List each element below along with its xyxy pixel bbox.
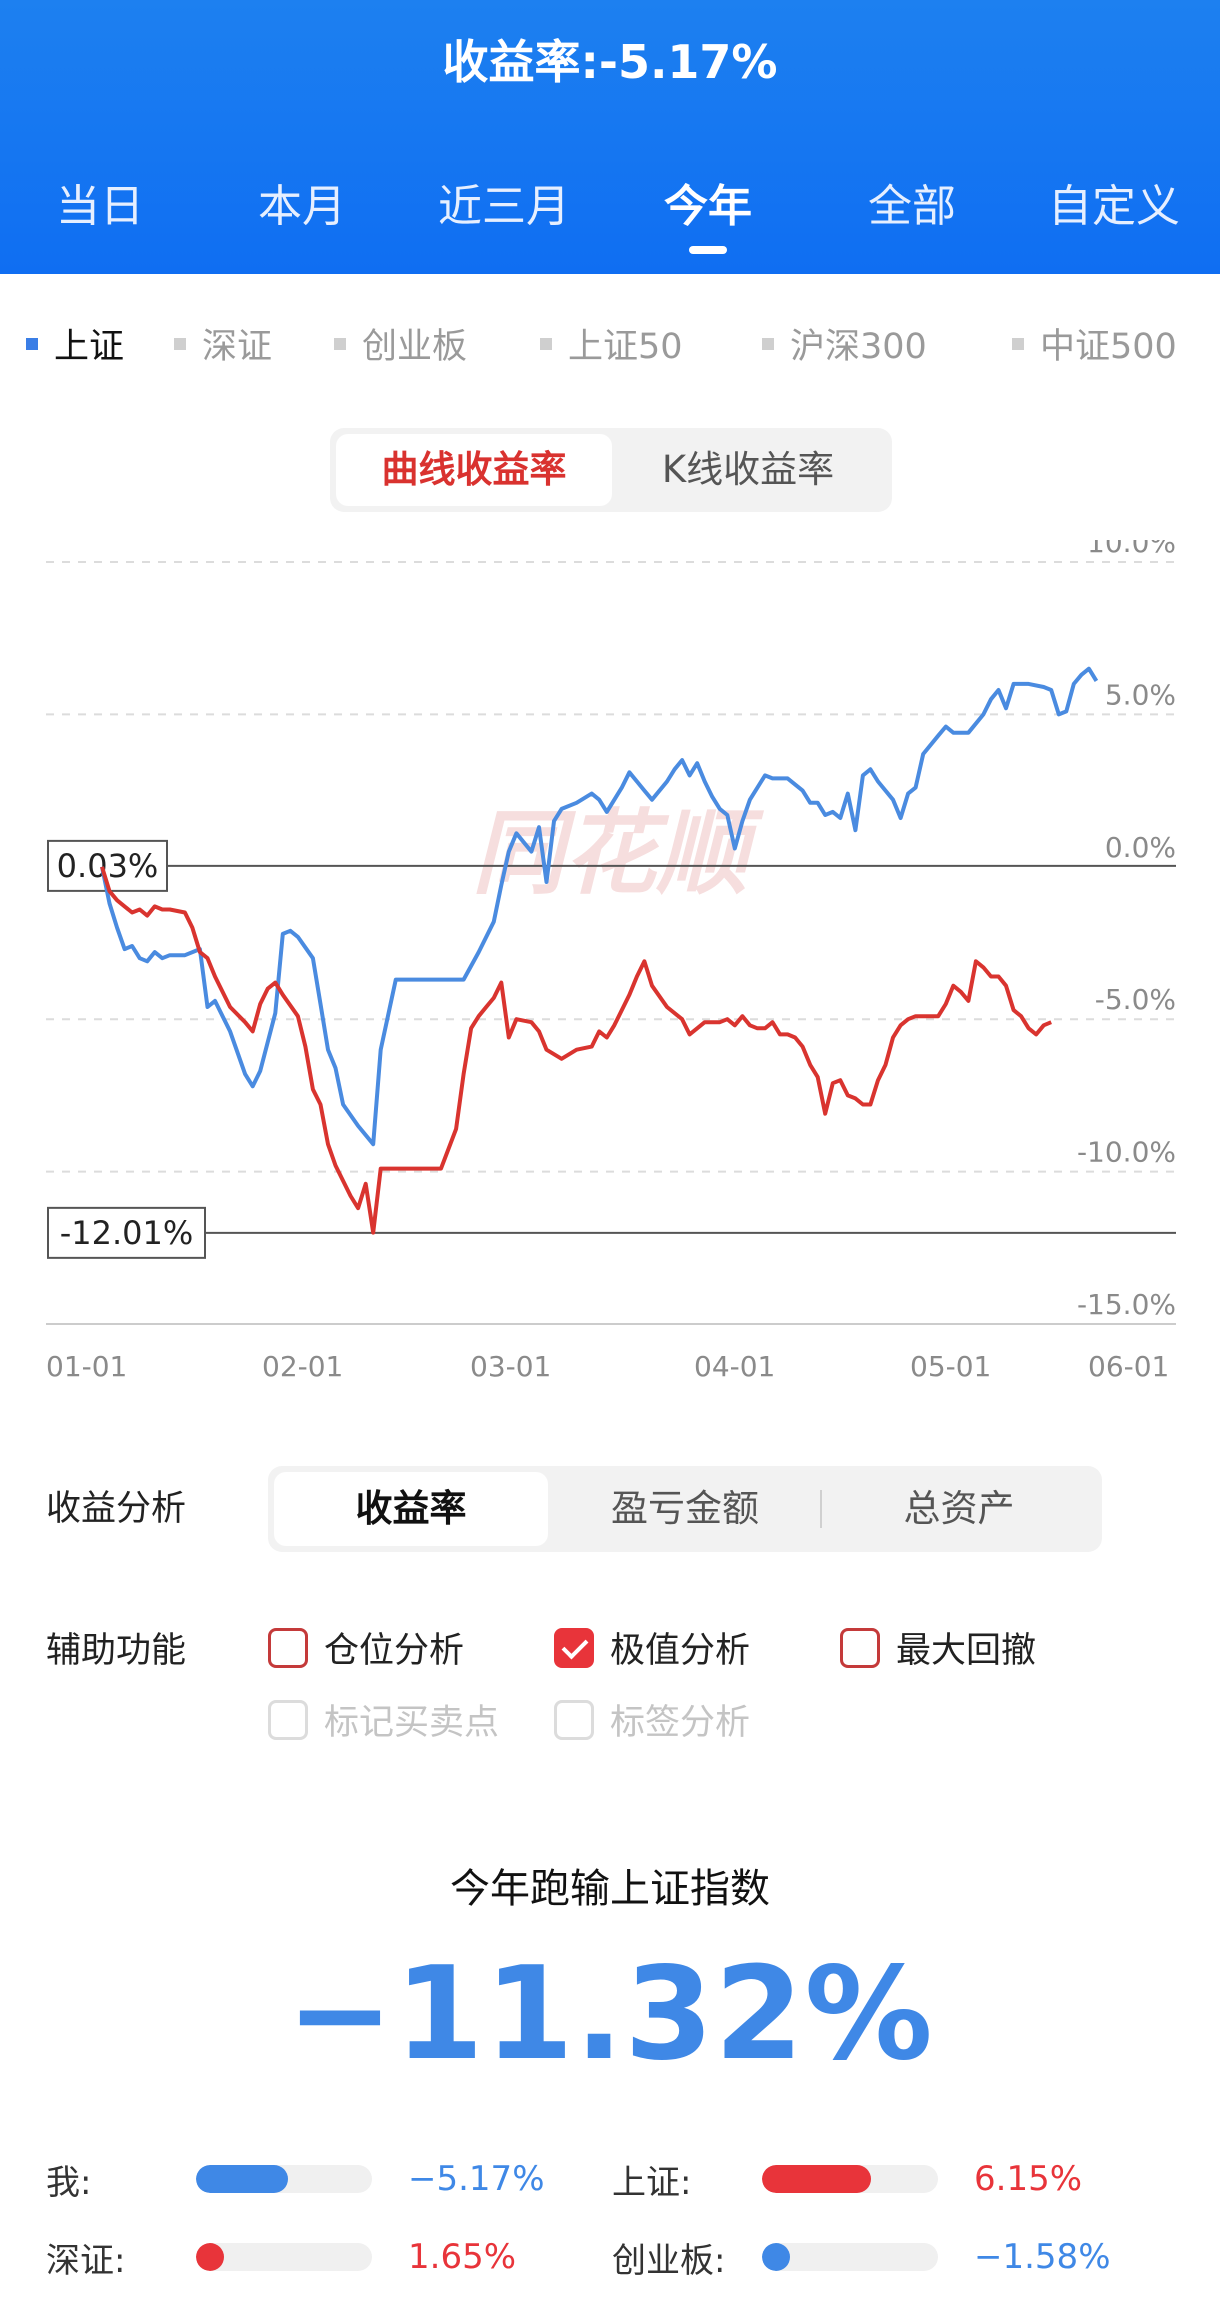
- return-chart[interactable]: 同花顺 10.0% 5.0% 0.0% -5.0% -10.0% -15.0% 01-01 02…: [0, 540, 1220, 1400]
- index-tab-label: 创业板: [362, 327, 468, 367]
- checkbox-icon: [840, 1627, 880, 1668]
- analysis-label: 收益分析: [46, 1489, 187, 1529]
- compare-bar: [196, 2165, 372, 2193]
- compare-bar-fill: [762, 2165, 872, 2193]
- checkbox-label: 标记买卖点: [324, 1703, 500, 1743]
- tab-three-months[interactable]: 近三月: [438, 181, 570, 232]
- segment-divider: [820, 1490, 822, 1528]
- checkbox-icon: [268, 1627, 308, 1668]
- y-tick-label: -10.0%: [1077, 1136, 1176, 1169]
- index-tab-zz500[interactable]: 中证500: [1012, 318, 1177, 369]
- compare-row-me: 我: −5.17%: [46, 2154, 545, 2204]
- compare-bar-fill: [196, 2165, 288, 2193]
- analysis-option-assets[interactable]: 总资产: [903, 1487, 1015, 1530]
- compare-bar-fill: [196, 2243, 225, 2271]
- x-tick-label: 03-01: [470, 1350, 551, 1383]
- index-tab-hs300[interactable]: 沪深300: [762, 318, 927, 369]
- compare-value: −5.17%: [408, 2159, 545, 2199]
- checkbox-label: 标签分析: [610, 1703, 751, 1743]
- compare-row-sh: 上证: 6.15%: [612, 2154, 1082, 2204]
- compare-row-cyb: 创业板: −1.58%: [612, 2232, 1111, 2282]
- x-tick-label: 05-01: [910, 1350, 991, 1383]
- index-tab-label: 沪深300: [790, 327, 927, 367]
- legend-dot-icon: [762, 337, 774, 350]
- index-tabs: 上证 深证 创业板 上证50 沪深300 中证500: [0, 318, 1220, 368]
- mark-trades-checkbox: 标记买卖点: [268, 1694, 499, 1745]
- index-tab-cyb[interactable]: 创业板: [334, 318, 467, 369]
- extreme-analysis-checkbox[interactable]: 极值分析: [554, 1622, 750, 1673]
- active-tab-indicator: [689, 246, 727, 254]
- relative-return-value: −11.32%: [286, 1940, 934, 2089]
- tag-analysis-checkbox: 标签分析: [554, 1694, 750, 1745]
- checkbox-label: 仓位分析: [324, 1631, 465, 1671]
- position-analysis-checkbox[interactable]: 仓位分析: [268, 1622, 464, 1673]
- extreme-label: -12.01%: [60, 1214, 194, 1252]
- index-tab-label: 中证500: [1040, 327, 1177, 367]
- header: 收益率:-5.17% 当日 本月 近三月 今年 全部 自定义: [0, 0, 1220, 274]
- checkbox-label: 极值分析: [610, 1631, 751, 1671]
- x-tick-label: 04-01: [694, 1350, 775, 1383]
- legend-dot-icon: [26, 337, 38, 350]
- aux-label: 辅助功能: [46, 1631, 187, 1671]
- compare-row-sz: 深证: 1.65%: [46, 2232, 516, 2282]
- compare-bar-fill: [762, 2243, 791, 2271]
- series-line-1: [100, 866, 1052, 1235]
- x-tick-label: 01-01: [46, 1350, 127, 1383]
- tab-custom[interactable]: 自定义: [1048, 181, 1180, 232]
- index-tab-label: 深证: [202, 327, 273, 367]
- compare-bar: [762, 2165, 938, 2193]
- chart-mode-toggle: 曲线收益率 K线收益率: [330, 428, 892, 512]
- compare-value: 1.65%: [408, 2237, 517, 2277]
- analysis-option-return[interactable]: 收益率: [274, 1472, 548, 1546]
- legend-dot-icon: [540, 337, 552, 350]
- analysis-segmented: 收益率 盈亏金额 总资产: [268, 1466, 1102, 1552]
- index-tab-label: 上证50: [568, 327, 683, 367]
- y-tick-label: -5.0%: [1095, 983, 1176, 1016]
- compare-bar: [196, 2243, 372, 2271]
- extreme-label-box: [47, 1206, 206, 1259]
- y-tick-label: 0.0%: [1105, 831, 1176, 864]
- y-tick-label: 5.0%: [1105, 678, 1176, 711]
- legend-dot-icon: [1012, 337, 1024, 350]
- compare-label: 我:: [46, 2162, 92, 2203]
- checkbox-label: 最大回撤: [896, 1631, 1037, 1671]
- index-tab-sh[interactable]: 上证: [26, 318, 124, 369]
- y-tick-label: -15.0%: [1077, 1288, 1176, 1321]
- analysis-option-pnl[interactable]: 盈亏金额: [611, 1487, 759, 1530]
- checkbox-icon: [268, 1699, 308, 1740]
- index-tab-sz[interactable]: 深证: [174, 318, 272, 369]
- x-tick-label: 06-01: [1088, 1350, 1169, 1383]
- index-tab-label: 上证: [54, 327, 125, 367]
- compare-bar: [762, 2243, 938, 2271]
- tab-today[interactable]: 当日: [56, 181, 144, 232]
- checkbox-checked-icon: [554, 1627, 594, 1668]
- curve-return-button[interactable]: 曲线收益率: [336, 434, 612, 506]
- checkbox-icon: [554, 1699, 594, 1740]
- legend-dot-icon: [334, 337, 346, 350]
- tab-this-month[interactable]: 本月: [258, 181, 346, 232]
- summary-title: 今年跑输上证指数: [450, 1866, 770, 1912]
- compare-label: 深证:: [46, 2240, 126, 2281]
- header-title: 收益率:-5.17%: [442, 35, 778, 89]
- index-tab-sz50[interactable]: 上证50: [540, 318, 683, 369]
- compare-label: 创业板:: [612, 2240, 726, 2281]
- tab-all[interactable]: 全部: [868, 181, 956, 232]
- kline-return-button[interactable]: K线收益率: [661, 448, 835, 491]
- watermark-logo: 同花顺: [472, 800, 765, 907]
- max-drawdown-checkbox[interactable]: 最大回撤: [840, 1622, 1036, 1673]
- legend-dot-icon: [174, 337, 186, 350]
- compare-label: 上证:: [612, 2162, 692, 2203]
- compare-value: −1.58%: [974, 2237, 1111, 2277]
- y-tick-label: 10.0%: [1087, 540, 1176, 559]
- compare-value: 6.15%: [974, 2159, 1083, 2199]
- period-tabs: 当日 本月 近三月 今年 全部 自定义: [0, 170, 1220, 254]
- tab-this-year[interactable]: 今年: [664, 181, 752, 232]
- x-tick-label: 02-01: [262, 1350, 343, 1383]
- series-line-0: [100, 666, 1099, 1147]
